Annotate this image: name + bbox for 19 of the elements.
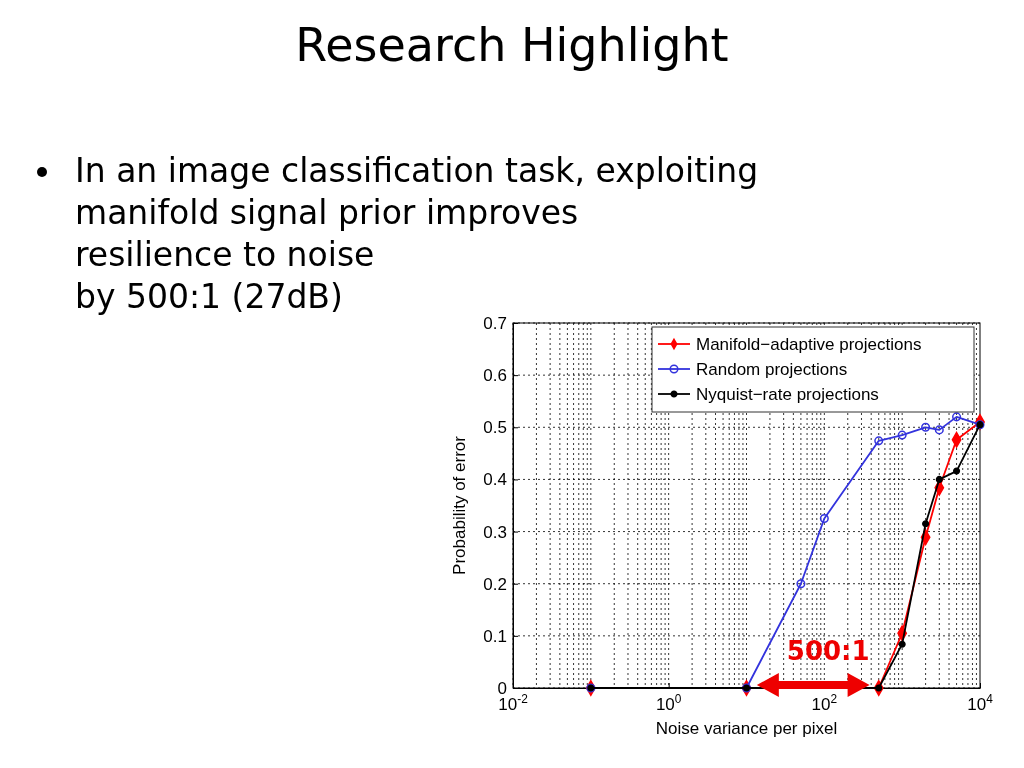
legend-label: Nyquist−rate projections — [696, 385, 879, 404]
y-tick-label: 0.1 — [483, 626, 507, 646]
y-tick-label: 0.5 — [483, 418, 507, 438]
annotation: 500:1 — [786, 636, 870, 666]
chart-title: Research Highlight — [294, 18, 730, 72]
x-tick-label: 10$^{4}$ — [967, 692, 994, 714]
y-tick-label: 0.7 — [483, 313, 507, 333]
y-tick-label: 0 — [497, 678, 507, 698]
y-tick-label: 0.6 — [483, 366, 507, 386]
x-tick-label: 10$^{2}$ — [811, 692, 838, 714]
y-tick-label: 0.3 — [483, 522, 507, 542]
x-tick-label: 10$^{0}$ — [655, 692, 682, 714]
chart-subtitle: In an image classification task, exploiting manifold signal prior improves resilience to noise by 500:1 (27dB) — [75, 151, 759, 316]
y-axis-title: Probability of error — [450, 435, 469, 575]
legend-label: Random projections — [696, 360, 848, 379]
y-tick-label: 0.2 — [483, 574, 507, 594]
y-tick-label: 0.4 — [483, 470, 507, 490]
x-axis-title: Noise variance per pixel — [655, 719, 838, 738]
legend-label: Manifold−adaptive projections — [696, 335, 922, 354]
